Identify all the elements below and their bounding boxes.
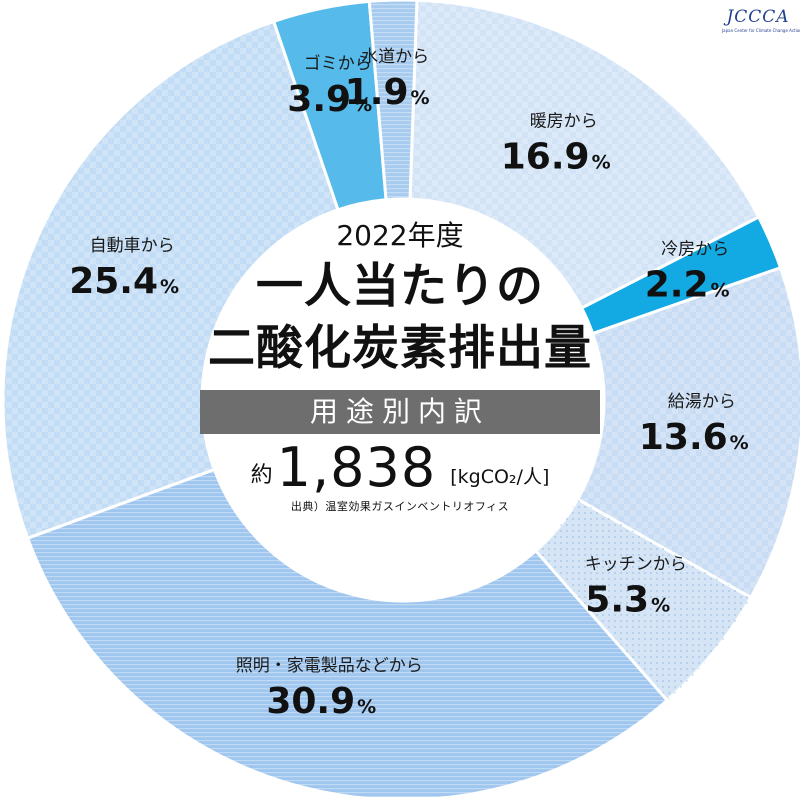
slice-label-group-2: 給湯から 13.6% bbox=[639, 392, 749, 458]
slice-texture-2 bbox=[577, 267, 800, 598]
chart-title: 2022年度 bbox=[336, 219, 464, 252]
logo-text: JCCCA bbox=[726, 7, 790, 27]
title-line-2: 二酸化炭素排出量 bbox=[208, 321, 592, 376]
slice-texture-5 bbox=[2, 21, 339, 539]
slice-value-7: 1.9% bbox=[345, 72, 430, 113]
total-value: 1,838 bbox=[276, 436, 437, 499]
slice-label-group-1: 冷房から 2.2% bbox=[645, 239, 730, 305]
total-row: 約 1,838 [kgCO₂/人] bbox=[200, 440, 600, 496]
subtitle-band: 用途別内訳 bbox=[200, 390, 600, 434]
slice-label-group-4: 照明・家電製品などから 30.9% bbox=[236, 656, 423, 722]
slice-value-3: 5.3% bbox=[585, 579, 670, 620]
slice-label-group-5: 自動車から 25.4% bbox=[69, 236, 179, 302]
slice-value-6: 3.9% bbox=[287, 79, 372, 120]
slice-label-3: キッチンから bbox=[585, 554, 687, 574]
slice-texture-3 bbox=[535, 499, 751, 701]
jccca-logo: JCCCA Japan Center for Climate Change Ac… bbox=[722, 6, 800, 40]
slice-label-group-6: ゴミから 3.9% bbox=[287, 53, 372, 120]
slice-label-5: 自動車から bbox=[90, 236, 175, 256]
title-line-1: 一人当たりの bbox=[256, 259, 544, 314]
source-note: 出典）温室効果ガスインベントリオフィス bbox=[290, 500, 510, 513]
slice-label-7: 水道から bbox=[361, 47, 429, 67]
slice-label-group-7: 水道から 1.9% bbox=[345, 47, 430, 113]
slice-label-0: 暖房から bbox=[530, 112, 598, 132]
slice-value-5: 25.4% bbox=[69, 261, 179, 302]
slice-value-4: 30.9% bbox=[266, 681, 376, 722]
total-prefix: 約 bbox=[250, 463, 273, 488]
slice-value-2: 13.6% bbox=[639, 417, 749, 458]
slice-texture-4 bbox=[27, 469, 668, 797]
slice-texture-0 bbox=[410, 0, 759, 309]
total-unit: [kgCO₂/人] bbox=[450, 466, 550, 488]
slice-label-group-3: キッチンから 5.3% bbox=[585, 554, 687, 620]
slice-label-1: 冷房から bbox=[661, 239, 729, 259]
slice-label-2: 給湯から bbox=[668, 392, 736, 412]
slice-value-0: 16.9% bbox=[501, 137, 611, 178]
slice-label-6: ゴミから bbox=[304, 53, 372, 74]
slice-value-1: 2.2% bbox=[645, 264, 730, 305]
slice-label-4: 照明・家電製品などから bbox=[236, 656, 423, 676]
logo-subtitle: Japan Center for Climate Change Actions bbox=[722, 28, 800, 33]
slice-label-group-0: 暖房から 16.9% bbox=[501, 112, 611, 178]
center-panel: 2022年度 一人当たりの 二酸化炭素排出量 用途別内訳 約 1,838 [kg… bbox=[200, 216, 600, 514]
slice-texture-7 bbox=[369, 0, 417, 200]
